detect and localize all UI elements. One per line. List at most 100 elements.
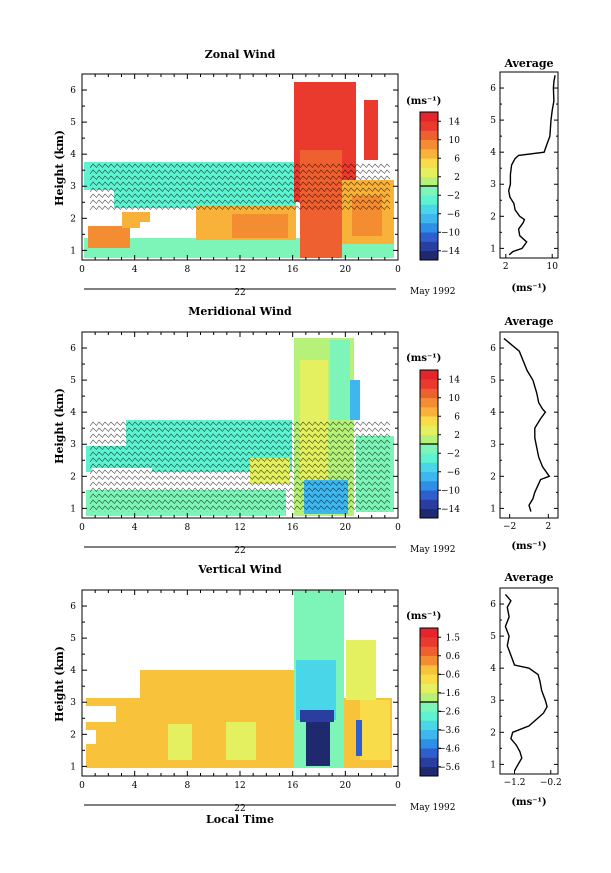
vertical-average-y-tick-label: 3 [490, 696, 496, 706]
zonal-colorbar: 14 10 6 2 −2 −6 −10 −14 [419, 111, 461, 261]
meridional-ylabel: Height (km) [53, 388, 66, 464]
zonal-x-tick-label: 8 [184, 265, 190, 275]
vertical-average-x-tick-label: −0.2 [540, 778, 562, 788]
meridional-day-label: 22 [234, 546, 245, 556]
vertical-colorbar: 1.5 0.6 −0.6 −1.6 −2.6 −3.6 −4.6 −5.6 [419, 627, 460, 777]
meridional-month-label: May 1992 [410, 545, 455, 555]
vertical-colorbar-swatch [420, 637, 438, 647]
zonal-day-label: 22 [234, 288, 245, 298]
zonal-average-y-tick-label: 3 [490, 180, 496, 190]
zonal-average-profile-line [507, 75, 556, 256]
vertical-region-green2 [226, 722, 256, 760]
zonal-average-x-tick-label: 2 [503, 262, 509, 272]
meridional-x-tick-label: 0 [79, 523, 85, 533]
zonal-average-y-tick-label: 2 [490, 212, 496, 222]
x-axis-title: Local Time [206, 813, 274, 826]
zonal-average-x-tick-label: 10 [546, 262, 558, 272]
zonal-colorbar-swatch [420, 232, 438, 242]
vertical-colorbar-swatch [420, 711, 438, 721]
vertical-x-tick-label: 8 [184, 781, 190, 791]
vertical-average-xlabel: (ms⁻¹) [511, 797, 546, 808]
meridional-y-tick-label: 5 [70, 376, 76, 386]
zonal-colorbar-tick-label: 10 [449, 136, 461, 146]
meridional-y-tick-label: 1 [70, 504, 76, 514]
meridional-x-tick-label: 4 [132, 523, 138, 533]
meridional-colorbar: 14 10 6 2 −2 −6 −10 −14 [419, 369, 461, 519]
zonal-x-tick-label: 12 [234, 265, 245, 275]
vertical-x-axis: 0 4 8 12 16 20 0 [79, 590, 401, 791]
meridional-colorbar-tick-label: −2 [447, 449, 460, 459]
vertical-x-tick-label: 0 [79, 781, 85, 791]
vertical-colorbar-swatch [420, 720, 438, 731]
zonal-month-label: May 1992 [410, 287, 455, 297]
vertical-colorbar-swatch [420, 674, 438, 684]
vertical-average-frame [499, 587, 559, 775]
vertical-region-upper [140, 670, 296, 700]
vertical-colorbar-swatch [420, 766, 438, 777]
vertical-heatmap [86, 590, 392, 768]
zonal-region-gap [356, 84, 364, 164]
meridional-colorbar-swatch [420, 379, 438, 389]
vertical-region-white2 [86, 730, 96, 744]
meridional-x-tick-label: 20 [340, 523, 352, 533]
meridional-colorbar-swatch [420, 397, 438, 408]
meridional-colorbar-tick-label: −6 [447, 468, 461, 478]
zonal-colorbar-tick-label: 2 [454, 173, 460, 183]
vertical-y-tick-label: 6 [70, 602, 76, 612]
meridional-title: Meridional Wind [188, 305, 292, 318]
vertical-colorbar-swatch [420, 739, 438, 749]
meridional-colorbar-tick-label: 10 [449, 394, 461, 404]
meridional-x-tick-label: 16 [287, 523, 299, 533]
zonal-average-y-tick-label: 6 [490, 84, 496, 94]
zonal-colorbar-swatch [420, 204, 438, 215]
zonal-ylabel: Height (km) [53, 130, 66, 206]
zonal-y-tick-label: 3 [70, 182, 76, 192]
meridional-average-title: Average [503, 315, 553, 328]
meridional-x-tick-label: 8 [184, 523, 190, 533]
zonal-colorbar-swatch [420, 112, 438, 122]
vertical-month-label: May 1992 [410, 803, 455, 813]
zonal-y-tick-label: 4 [70, 150, 76, 160]
meridional-x-tick-label: 0 [395, 523, 401, 533]
zonal-colorbar-swatch [420, 121, 438, 131]
vertical-average-y-tick-label: 1 [490, 760, 496, 770]
zonal-y-tick-label: 2 [70, 214, 76, 224]
vertical-colorbar-swatch [420, 702, 438, 712]
vertical-region-mid [346, 640, 376, 700]
meridional-colorbar-tick-label: 14 [449, 375, 461, 385]
zonal-average-y-tick-label: 1 [490, 244, 496, 254]
zonal-y-tick-label: 1 [70, 246, 76, 256]
vertical-average-y-tick-label: 5 [490, 632, 496, 642]
vertical-colorbar-tick-label: −4.6 [438, 744, 460, 754]
meridional-average-x-tick-label: −2 [503, 522, 516, 532]
meridional-average-y-tick-label: 4 [490, 408, 496, 418]
vertical-colorbar-swatch [420, 692, 438, 703]
meridional-colorbar-tick-label: −10 [441, 486, 460, 496]
meridional-x-axis: 0 4 8 12 16 20 0 [79, 332, 401, 533]
meridional-y-tick-label: 2 [70, 472, 76, 482]
zonal-colorbar-tick-label: −6 [447, 210, 461, 220]
meridional-average: 1 2 3 4 5 6 −2 2 [490, 331, 559, 532]
vertical-colorbar-swatch [420, 655, 438, 666]
zonal-colorbar-swatch [420, 195, 438, 205]
vertical-x-tick-label: 12 [234, 781, 245, 791]
meridional-y-tick-label: 6 [70, 344, 76, 354]
vertical-x-tick-label: 20 [340, 781, 352, 791]
meridional-colorbar-swatch [420, 434, 438, 445]
zonal-colorbar-tick-label: 14 [449, 117, 461, 127]
zonal-colorbar-swatch [420, 158, 438, 168]
meridional-average-y-tick-label: 5 [490, 376, 496, 386]
zonal-colorbar-swatch [420, 176, 438, 187]
vertical-y-axis: 1 2 3 4 5 6 [70, 602, 398, 772]
zonal-colorbar-swatch [420, 250, 438, 261]
vertical-average-y-tick-label: 4 [490, 664, 496, 674]
meridional-average-y-tick-label: 6 [490, 344, 496, 354]
zonal-title: Zonal Wind [205, 48, 276, 61]
vertical-colorbar-tick-label: −0.6 [438, 670, 460, 680]
vertical-colorbar-swatch [420, 665, 438, 675]
zonal-region-orange2 [232, 214, 288, 238]
zonal-colorbar-tick-label: −14 [441, 247, 460, 257]
meridional-heatmap [86, 338, 394, 516]
zonal-colorbar-swatch [420, 241, 438, 252]
zonal-y-tick-label: 6 [70, 86, 76, 96]
